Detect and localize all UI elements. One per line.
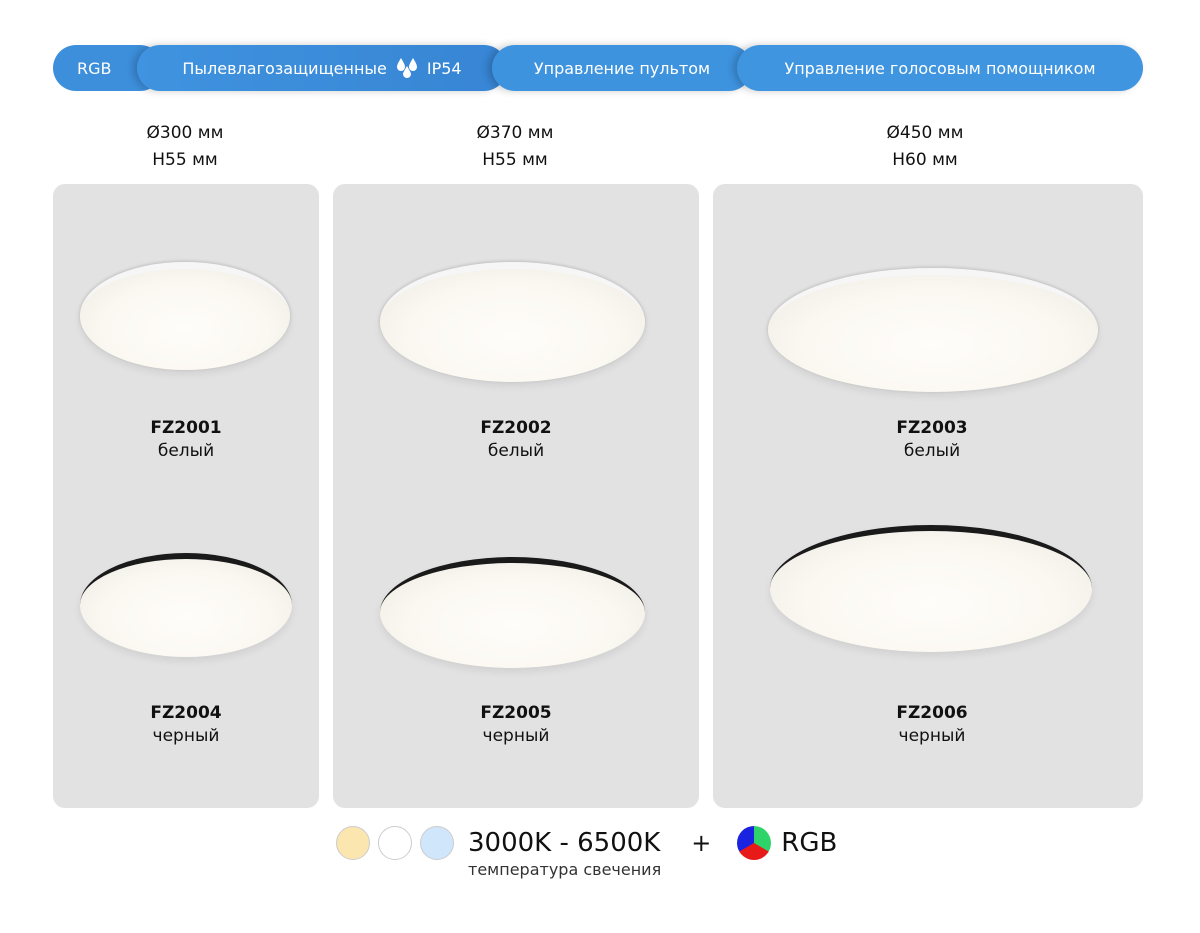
color: белый xyxy=(487,441,545,461)
color: белый xyxy=(903,441,961,461)
lamp-image-fz2004 xyxy=(80,553,292,657)
product-label: FZ2002 белый xyxy=(416,417,616,463)
model: FZ2005 xyxy=(480,703,552,723)
model: FZ2002 xyxy=(480,418,552,438)
product-label: FZ2006 черный xyxy=(832,702,1032,748)
height: H60 мм xyxy=(892,150,958,170)
lamp-image-fz2002 xyxy=(380,262,645,382)
product-label: FZ2004 черный xyxy=(86,702,286,748)
rgb-wheel-icon xyxy=(737,826,772,860)
lamp-image-fz2001 xyxy=(80,262,290,370)
cool-swatch xyxy=(420,826,454,860)
product-label: FZ2005 черный xyxy=(416,702,616,748)
feature-label: Пылевлагозащищенные xyxy=(182,58,387,78)
lamp-image-fz2006 xyxy=(770,525,1092,652)
temperature-caption: температура свечения xyxy=(468,860,662,879)
feature-remote: Управление пультом xyxy=(492,45,752,91)
temperature-range: 3000K - 6500K xyxy=(468,828,661,858)
dimensions-col3: Ø450 мм H60 мм xyxy=(825,120,1025,174)
color: черный xyxy=(898,726,966,746)
color: черный xyxy=(152,726,220,746)
feature-label: RGB xyxy=(77,58,112,78)
temperature-text: 3000K - 6500K температура свечения xyxy=(468,826,661,879)
lamp-image-fz2005 xyxy=(380,557,645,668)
warm-swatch xyxy=(336,826,370,860)
neutral-swatch xyxy=(378,826,412,860)
dimensions-col2: Ø370 мм H55 мм xyxy=(415,120,615,174)
color: черный xyxy=(482,726,550,746)
diameter: Ø300 мм xyxy=(146,123,224,143)
model: FZ2003 xyxy=(896,418,968,438)
product-label: FZ2001 белый xyxy=(86,417,286,463)
product-label: FZ2003 белый xyxy=(832,417,1032,463)
feature-waterproof: Пылевлагозащищенные IP54 xyxy=(137,45,507,91)
dimensions-col1: Ø300 мм H55 мм xyxy=(85,120,285,174)
height: H55 мм xyxy=(152,150,218,170)
lamp-image-fz2003 xyxy=(768,268,1098,392)
color: белый xyxy=(157,441,215,461)
feature-bar: RGB Пылевлагозащищенные IP54 Управление … xyxy=(53,45,1143,91)
model: FZ2006 xyxy=(896,703,968,723)
color-temperature-info: 3000K - 6500K температура свечения + RGB xyxy=(336,826,837,879)
water-drops-icon xyxy=(396,58,417,78)
plus-sign: + xyxy=(691,829,712,857)
ip-rating: IP54 xyxy=(426,58,462,78)
feature-voice: Управление голосовым помощником xyxy=(737,45,1143,91)
rgb-label: RGB xyxy=(781,828,838,858)
diameter: Ø450 мм xyxy=(886,123,964,143)
diameter: Ø370 мм xyxy=(476,123,554,143)
feature-label: Управление пультом xyxy=(533,58,711,78)
model: FZ2004 xyxy=(150,703,222,723)
model: FZ2001 xyxy=(150,418,222,438)
feature-label: Управление голосовым помощником xyxy=(784,58,1096,78)
height: H55 мм xyxy=(482,150,548,170)
